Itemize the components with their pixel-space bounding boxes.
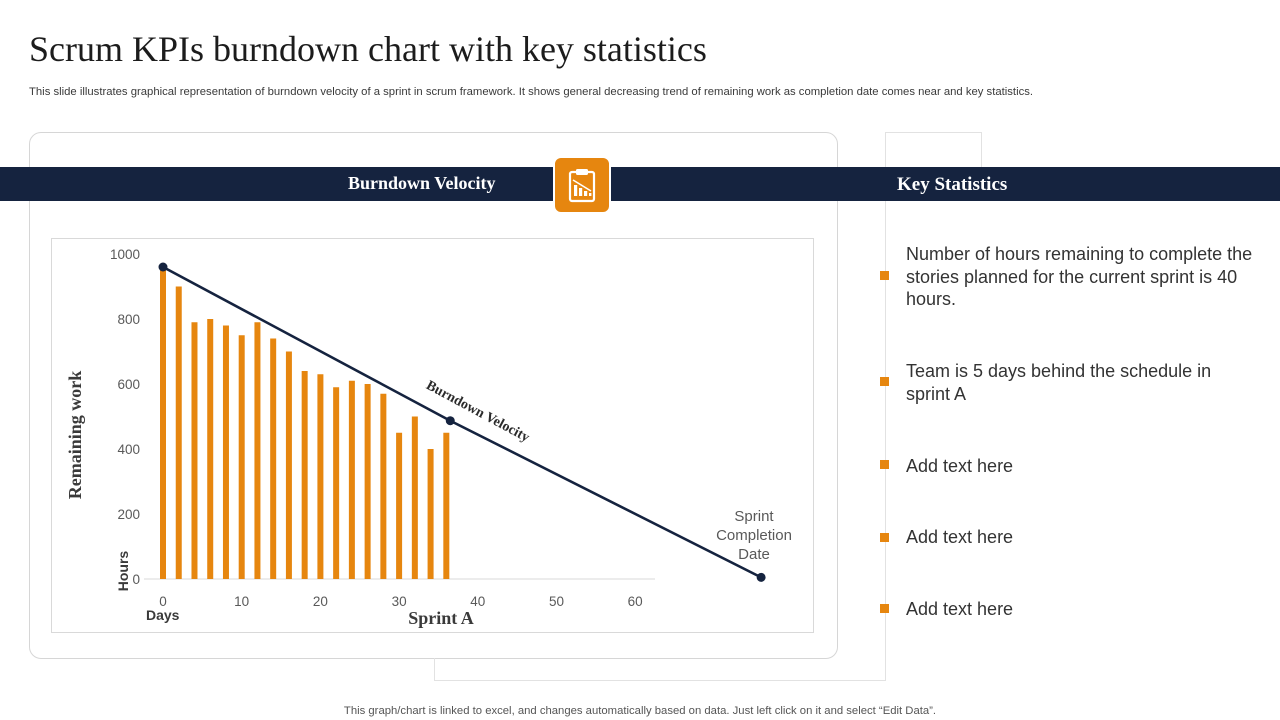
bar: [254, 322, 261, 579]
bar: [443, 432, 450, 579]
stat-text: Number of hours remaining to complete th…: [906, 244, 1253, 309]
key-statistics-heading: Key Statistics: [897, 174, 1008, 195]
y-tick-label: 600: [117, 377, 140, 392]
y-tick-label: 0: [132, 572, 140, 587]
bar: [301, 371, 308, 579]
bar: [222, 325, 229, 579]
stats-frame-bottom: [434, 680, 886, 681]
bar: [285, 351, 292, 579]
x-tick-label: 50: [549, 594, 564, 609]
line-point: [756, 572, 766, 582]
chart-frame: 0 200 400 600 800 1000 0 10 20 30 40 50 60 Burndown V…: [51, 238, 814, 633]
stat-text: Team is 5 days behind the schedule in sp…: [906, 361, 1212, 404]
x-tick-label: 30: [392, 594, 407, 609]
bar: [396, 432, 403, 579]
y-unit-label: Hours: [115, 551, 131, 592]
sprint-completion-label: Sprint: [734, 508, 774, 525]
bar: [380, 393, 387, 579]
bar: [238, 335, 245, 579]
bar: [364, 384, 371, 579]
bar: [317, 374, 324, 579]
page-title: Scrum KPIs burndown chart with key stati…: [29, 29, 707, 69]
y-tick-label: 400: [117, 442, 140, 457]
footer-note: This graph/chart is linked to excel, and…: [343, 705, 937, 717]
bar: [191, 322, 198, 579]
bullet-icon: [880, 604, 889, 613]
stat-text: Add text here: [906, 456, 1014, 476]
y-tick-label: 800: [117, 312, 140, 327]
page-subtitle: This slide illustrates graphical represe…: [29, 86, 1034, 98]
burndown-line: [162, 265, 762, 579]
stats-frame-bottom-left: [434, 658, 435, 681]
bar: [348, 380, 355, 579]
x-axis-title: Sprint A: [408, 608, 474, 628]
x-tick-label: 0: [159, 594, 167, 609]
clipboard-bar-chart-icon: [568, 169, 596, 203]
header-band: [0, 167, 1280, 201]
y-tick-label: 1000: [110, 247, 140, 262]
bar: [207, 319, 214, 579]
burndown-velocity-heading: Burndown Velocity: [348, 173, 496, 193]
bar: [160, 267, 166, 579]
bar: [411, 416, 418, 579]
bullet-icon: [880, 377, 889, 386]
y-axis-title: Remaining work: [65, 371, 85, 500]
bullet-icon: [880, 460, 889, 469]
bullet-icon: [880, 271, 889, 280]
bullet-icon: [880, 533, 889, 542]
bar: [427, 449, 434, 579]
bar: [333, 387, 340, 579]
sprint-completion-label: Date: [738, 546, 770, 563]
x-tick-label: 40: [470, 594, 485, 609]
stats-frame-right: [981, 132, 982, 167]
x-tick-label: 60: [628, 594, 643, 609]
x-unit-label: Days: [146, 607, 180, 623]
x-tick-label: 10: [234, 594, 249, 609]
stat-text: Add text here: [906, 527, 1014, 547]
stat-text: Add text here: [906, 599, 1014, 619]
line-point: [445, 416, 455, 426]
sprint-completion-label: Completion: [716, 527, 792, 544]
y-tick-label: 200: [117, 507, 140, 522]
bar: [270, 338, 277, 579]
bar: [175, 286, 182, 579]
stats-frame-left: [885, 132, 886, 680]
badge: [553, 156, 611, 214]
x-tick-label: 20: [313, 594, 328, 609]
stats-frame-top: [885, 132, 982, 133]
line-point: [158, 262, 168, 272]
